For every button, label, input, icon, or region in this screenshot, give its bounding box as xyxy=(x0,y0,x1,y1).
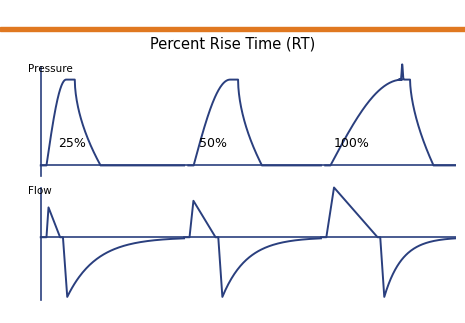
Text: 25%: 25% xyxy=(58,137,86,150)
Text: Medscape®: Medscape® xyxy=(7,6,85,19)
Text: 50%: 50% xyxy=(199,137,227,150)
Text: Percent Rise Time (RT): Percent Rise Time (RT) xyxy=(150,37,315,52)
Text: Pressure: Pressure xyxy=(28,64,73,74)
Text: Flow: Flow xyxy=(28,185,52,195)
Text: www.medscape.com: www.medscape.com xyxy=(140,6,260,19)
Bar xyxy=(0,27,465,31)
Text: 100%: 100% xyxy=(334,137,370,150)
